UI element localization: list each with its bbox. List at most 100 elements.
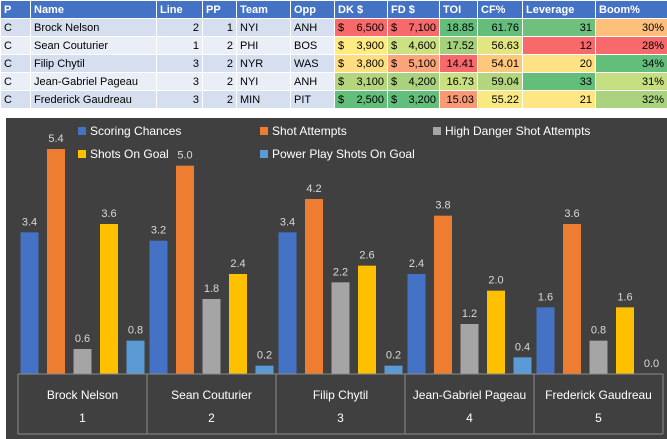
bar-series-0-cat-1[interactable] (149, 240, 168, 374)
cell-leverage[interactable]: 20 (522, 54, 596, 73)
cell-cf[interactable]: 59.04 (477, 72, 523, 91)
cell-boom[interactable]: 32% (595, 90, 667, 109)
cell-opp[interactable]: ANH (290, 72, 335, 91)
cell-cf[interactable]: 61.76 (477, 18, 523, 37)
cell-team[interactable]: PHI (236, 36, 291, 55)
cell-pos[interactable]: C (0, 72, 31, 91)
legend-label-4[interactable]: Power Play Shots On Goal (272, 147, 415, 161)
cell-dk-salary[interactable]: $3,900 (334, 36, 388, 55)
bar-series-0-cat-4[interactable] (536, 307, 555, 374)
bar-series-3-cat-1[interactable] (229, 274, 247, 374)
bar-series-0-cat-2[interactable] (278, 232, 297, 374)
col-header-toi[interactable]: TOI (439, 0, 478, 19)
cell-toi[interactable]: 17.52 (439, 36, 478, 55)
col-header-fd[interactable]: FD $ (387, 0, 440, 19)
bar-series-1-cat-1[interactable] (176, 165, 194, 374)
bar-series-0-cat-0[interactable] (20, 232, 39, 374)
cell-line[interactable]: 3 (156, 90, 203, 109)
col-header-leverage[interactable]: Leverage (522, 0, 596, 19)
cell-team[interactable]: NYI (236, 72, 291, 91)
legend-label-2[interactable]: High Danger Shot Attempts (445, 124, 590, 138)
bar-series-2-cat-3[interactable] (460, 324, 479, 374)
cell-dk-salary[interactable]: $3,800 (334, 54, 388, 73)
cell-opp[interactable]: ANH (290, 18, 335, 37)
bar-series-3-cat-3[interactable] (487, 290, 505, 374)
bar-series-4-cat-0[interactable] (126, 340, 145, 374)
cell-fd-salary[interactable]: $7,100 (387, 18, 440, 37)
cell-cf[interactable]: 56.63 (477, 36, 523, 55)
cell-pos[interactable]: C (0, 54, 31, 73)
cell-opp[interactable]: PIT (290, 90, 335, 109)
cell-name[interactable]: Sean Couturier (30, 36, 157, 55)
cell-boom[interactable]: 30% (595, 18, 667, 37)
legend-label-3[interactable]: Shots On Goal (90, 147, 169, 161)
cell-line[interactable]: 2 (156, 18, 203, 37)
cell-line[interactable]: 3 (156, 72, 203, 91)
col-header-line[interactable]: Line (156, 0, 203, 19)
bar-series-1-cat-2[interactable] (305, 199, 323, 374)
cell-leverage[interactable]: 33 (522, 72, 596, 91)
cell-pp[interactable]: 2 (202, 54, 237, 73)
cell-fd-salary[interactable]: $5,100 (387, 54, 440, 73)
cell-leverage[interactable]: 31 (522, 18, 596, 37)
cell-dk-salary[interactable]: $3,100 (334, 72, 388, 91)
bar-series-0-cat-3[interactable] (407, 274, 426, 374)
col-header-cf[interactable]: CF% (477, 0, 523, 19)
cell-boom[interactable]: 34% (595, 54, 667, 73)
col-header-dk[interactable]: DK $ (334, 0, 388, 19)
cell-fd-salary[interactable]: $4,200 (387, 72, 440, 91)
cell-name[interactable]: Brock Nelson (30, 18, 157, 37)
bar-series-1-cat-4[interactable] (563, 224, 581, 374)
cell-opp[interactable]: BOS (290, 36, 335, 55)
bar-series-4-cat-2[interactable] (384, 365, 403, 374)
bar-series-3-cat-2[interactable] (358, 265, 376, 374)
cell-opp[interactable]: WAS (290, 54, 335, 73)
cell-fd-salary[interactable]: $3,200 (387, 90, 440, 109)
cell-team[interactable]: NYI (236, 18, 291, 37)
cell-name[interactable]: Jean-Gabriel Pageau (30, 72, 157, 91)
cell-line[interactable]: 1 (156, 36, 203, 55)
cell-leverage[interactable]: 21 (522, 90, 596, 109)
cell-cf[interactable]: 55.22 (477, 90, 523, 109)
bar-series-2-cat-4[interactable] (589, 340, 608, 374)
bar-series-3-cat-0[interactable] (100, 224, 118, 374)
col-header-team[interactable]: Team (236, 0, 291, 19)
cell-name[interactable]: Filip Chytil (30, 54, 157, 73)
bar-series-2-cat-1[interactable] (202, 299, 221, 374)
cell-team[interactable]: NYR (236, 54, 291, 73)
cell-pp[interactable]: 2 (202, 36, 237, 55)
cell-pp[interactable]: 1 (202, 18, 237, 37)
cell-pos[interactable]: C (0, 36, 31, 55)
col-header-opp[interactable]: Opp (290, 0, 335, 19)
bar-series-2-cat-0[interactable] (73, 349, 92, 374)
col-header-pp[interactable]: PP (202, 0, 237, 19)
bar-series-4-cat-1[interactable] (255, 365, 274, 374)
cell-boom[interactable]: 31% (595, 72, 667, 91)
legend-label-0[interactable]: Scoring Chances (90, 124, 181, 138)
col-header-name[interactable]: Name (30, 0, 157, 19)
cell-dk-salary[interactable]: $6,500 (334, 18, 388, 37)
cell-pos[interactable]: C (0, 18, 31, 37)
cell-boom[interactable]: 28% (595, 36, 667, 55)
cell-toi[interactable]: 14.41 (439, 54, 478, 73)
cell-pp[interactable]: 2 (202, 72, 237, 91)
cell-toi[interactable]: 15.03 (439, 90, 478, 109)
cell-toi[interactable]: 16.73 (439, 72, 478, 91)
bar-series-4-cat-3[interactable] (513, 357, 532, 374)
bar-series-2-cat-2[interactable] (331, 282, 350, 374)
bar-series-1-cat-0[interactable] (47, 149, 65, 374)
bar-series-3-cat-4[interactable] (616, 307, 634, 374)
cell-team[interactable]: MIN (236, 90, 291, 109)
col-header-pos[interactable]: P (0, 0, 31, 19)
col-header-boom[interactable]: Boom% (595, 0, 667, 19)
legend-label-1[interactable]: Shot Attempts (272, 124, 347, 138)
cell-line[interactable]: 3 (156, 54, 203, 73)
cell-pos[interactable]: C (0, 90, 31, 109)
cell-pp[interactable]: 2 (202, 90, 237, 109)
cell-toi[interactable]: 18.85 (439, 18, 478, 37)
cell-name[interactable]: Frederick Gaudreau (30, 90, 157, 109)
cell-leverage[interactable]: 12 (522, 36, 596, 55)
bar-series-1-cat-3[interactable] (434, 215, 452, 374)
cell-cf[interactable]: 54.01 (477, 54, 523, 73)
cell-dk-salary[interactable]: $2,500 (334, 90, 388, 109)
